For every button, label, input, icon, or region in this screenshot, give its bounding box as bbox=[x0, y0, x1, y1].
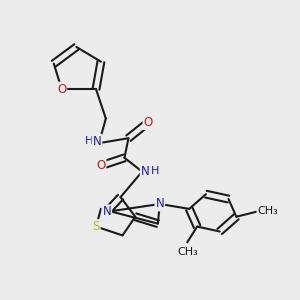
Text: H: H bbox=[151, 166, 159, 176]
Text: CH₃: CH₃ bbox=[177, 247, 198, 257]
Text: N: N bbox=[141, 165, 149, 178]
Text: O: O bbox=[57, 82, 66, 96]
Text: O: O bbox=[96, 159, 106, 172]
Text: N: N bbox=[155, 197, 164, 211]
Text: CH₃: CH₃ bbox=[257, 206, 278, 216]
Text: H: H bbox=[85, 136, 93, 146]
Text: O: O bbox=[143, 116, 153, 129]
Text: S: S bbox=[92, 220, 100, 233]
Text: N: N bbox=[93, 135, 101, 148]
Text: N: N bbox=[102, 205, 111, 218]
